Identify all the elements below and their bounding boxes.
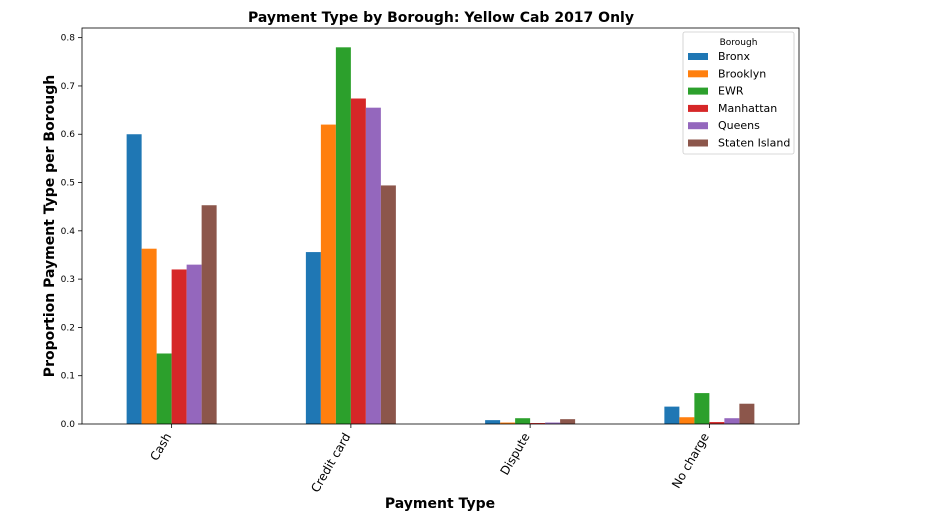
- bars-group: [126, 47, 755, 425]
- bar: [530, 423, 546, 424]
- legend-label: Brooklyn: [718, 67, 766, 80]
- bar: [141, 248, 157, 424]
- legend-label: EWR: [718, 85, 744, 98]
- legend-swatch: [688, 139, 708, 147]
- x-tick-label: Cash: [147, 431, 174, 464]
- legend-title: Borough: [720, 38, 758, 48]
- x-axis: Cash Credit card Dispute No charge: [147, 424, 712, 495]
- y-tick-label: 0.7: [61, 82, 75, 92]
- bar: [664, 406, 680, 424]
- y-tick-label: 0.8: [61, 34, 76, 44]
- bar: [485, 420, 501, 424]
- legend-label: Manhattan: [718, 102, 777, 115]
- legend-box: [682, 31, 795, 155]
- bar: [365, 107, 381, 425]
- bar: [694, 393, 710, 424]
- x-tick-label: Credit card: [308, 431, 353, 495]
- legend-swatch: [688, 122, 708, 130]
- legend-label: Staten Island: [718, 137, 790, 150]
- y-tick-label: 0.0: [61, 420, 76, 430]
- y-axis-label: Proportion Payment Type per Borough: [42, 75, 58, 377]
- legend-swatch: [688, 53, 708, 60]
- legend-swatch: [688, 87, 708, 95]
- y-tick-label: 0.3: [61, 275, 75, 285]
- bar: [305, 252, 321, 424]
- y-tick-label: 0.6: [61, 130, 76, 140]
- bar: [739, 403, 755, 424]
- bar: [320, 124, 336, 425]
- y-tick-label: 0.1: [61, 372, 75, 382]
- x-tick-label: No charge: [669, 431, 712, 491]
- y-axis: 0.0 0.1 0.2 0.3 0.4 0.5 0.6 0.7 0.8: [61, 34, 82, 430]
- bar: [515, 418, 531, 424]
- plot-frame: [81, 27, 800, 425]
- bar: [724, 418, 740, 424]
- y-tick-label: 0.4: [61, 227, 76, 237]
- bar: [186, 264, 202, 424]
- legend-label: Queens: [718, 119, 760, 132]
- x-axis-label: Payment Type: [385, 496, 495, 512]
- x-tick-label: Dispute: [498, 431, 533, 478]
- bar: [560, 419, 576, 424]
- legend-swatch: [688, 70, 708, 78]
- y-tick-label: 0.2: [61, 323, 75, 333]
- legend: Borough Bronx Brooklyn EWR Manhattan Queens S…: [682, 31, 795, 155]
- bar: [350, 98, 366, 424]
- bar: [201, 205, 217, 424]
- bar: [500, 422, 516, 424]
- y-tick-label: 0.5: [61, 179, 75, 189]
- legend-swatch: [688, 104, 708, 112]
- chart-title: Payment Type by Borough: Yellow Cab 2017…: [248, 10, 634, 26]
- bar: [545, 422, 561, 424]
- bar: [679, 417, 695, 424]
- bar: [171, 269, 187, 424]
- legend-label: Bronx: [718, 50, 751, 63]
- bar: [335, 47, 351, 424]
- bar: [380, 185, 396, 424]
- bar: [709, 422, 725, 424]
- bar: [156, 353, 172, 424]
- bar: [126, 134, 142, 424]
